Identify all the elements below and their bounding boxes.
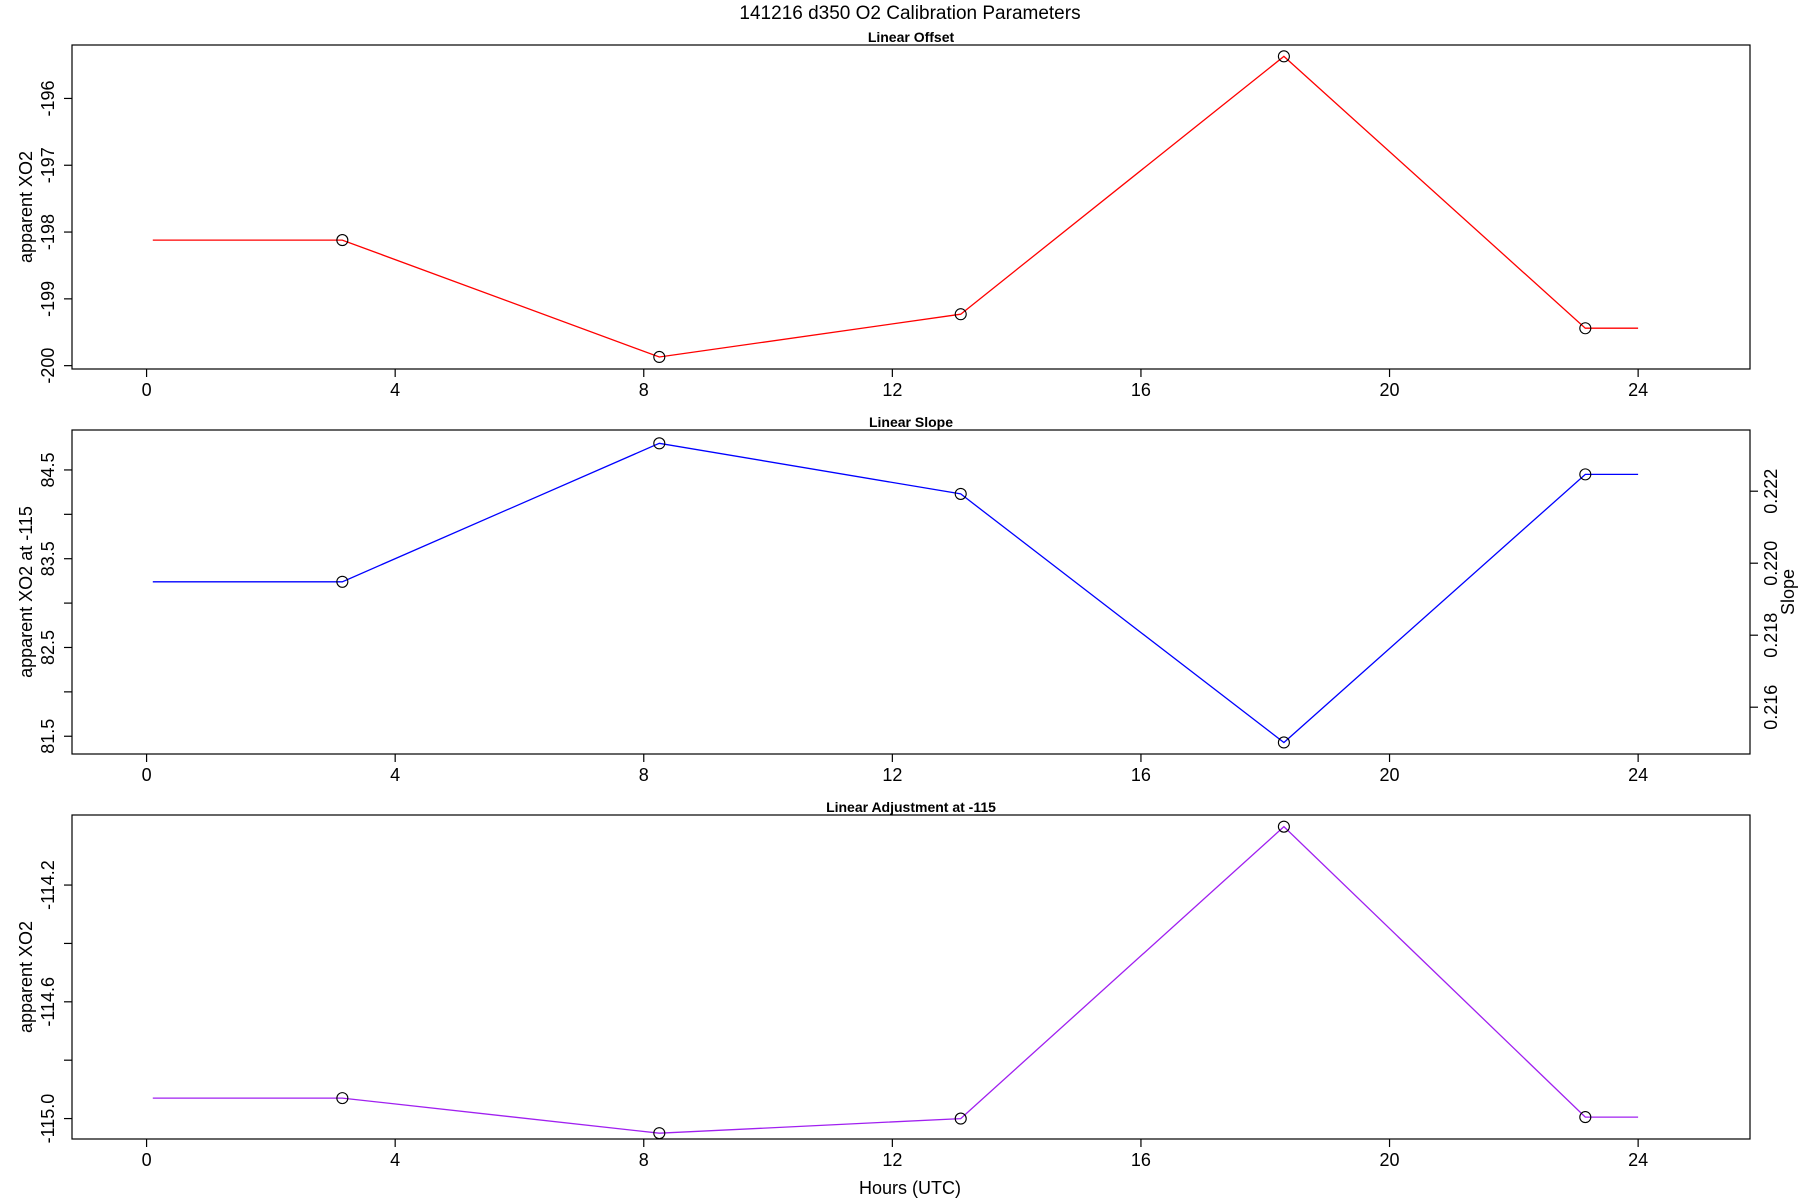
panel-title-2: Linear Slope [869,414,953,430]
y-tick-label-1-3: -197 [38,147,58,183]
x-tick-label-3-4: 4 [390,1150,400,1170]
y-tick-label-3-2: -114.6 [38,977,58,1027]
data-point-2-5 [1579,468,1592,481]
x-tick-label-2-0: 0 [142,765,152,785]
y2-tick-label-2-0: 0.216 [1761,685,1781,730]
x-tick-label-1-0: 0 [142,380,152,400]
data-point-2-3 [954,487,967,500]
x-tick-label-2-16: 16 [1131,765,1151,785]
series-line-3 [152,825,1639,1134]
data-point-3-1 [336,1092,349,1105]
plot-frame-1 [71,44,1751,370]
data-point-2-2 [653,437,666,450]
y-tick-label-1-2: -198 [38,214,58,250]
x-tick-label-1-8: 8 [639,380,649,400]
x-tick-label-1-16: 16 [1131,380,1151,400]
y-tick-label-3-4: -114.2 [38,860,58,910]
y2-tick-label-2-1: 0.218 [1761,613,1781,658]
data-point-3-5 [1579,1111,1592,1124]
data-point-3-2 [653,1127,666,1140]
x-tick-label-3-0: 0 [142,1150,152,1170]
y-tick-label-3-0: -115.0 [38,1094,58,1144]
data-point-1-5 [1579,322,1592,335]
data-point-1-1 [336,234,349,247]
y-axis-label-2: apparent XO2 at -115 [16,506,36,678]
y-axis-label-3: apparent XO2 [16,921,36,1033]
x-tick-label-2-12: 12 [882,765,902,785]
data-point-1-3 [954,308,967,321]
y2-tick-label-2-2: 0.220 [1761,541,1781,586]
x-tick-label-2-8: 8 [639,765,649,785]
x-tick-label-1-12: 12 [882,380,902,400]
y2-tick-label-2-3: 0.222 [1761,469,1781,514]
x-tick-label-3-24: 24 [1628,1150,1648,1170]
x-tick-label-2-24: 24 [1628,765,1648,785]
y2-axis-label-2: Slope [1778,569,1798,615]
x-tick-label-3-20: 20 [1380,1150,1400,1170]
plot-frame-3 [71,814,1751,1140]
figure-title: 141216 d350 O2 Calibration Parameters [739,3,1080,24]
x-tick-label-2-4: 4 [390,765,400,785]
y-tick-label-1-0: -200 [38,348,58,384]
y-tick-label-1-1: -199 [38,281,58,317]
y-axis-label-1: apparent XO2 [16,151,36,263]
y-tick-label-2-2: 82.5 [38,630,58,665]
y-tick-label-1-4: -196 [38,80,58,116]
panel-title-3: Linear Adjustment at -115 [826,799,996,815]
y-tick-label-2-4: 83.5 [38,541,58,576]
panel-title-1: Linear Offset [868,29,955,45]
x-tick-label-2-20: 20 [1380,765,1400,785]
data-point-2-4 [1277,736,1290,749]
x-tick-label-3-12: 12 [882,1150,902,1170]
x-tick-label-1-24: 24 [1628,380,1648,400]
x-axis-label: Hours (UTC) [859,1178,961,1198]
y-tick-label-2-0: 81.5 [38,719,58,754]
plot-frame-2 [71,429,1751,755]
data-point-2-1 [336,575,349,588]
data-point-3-3 [954,1112,967,1125]
data-point-3-4 [1277,820,1290,833]
data-point-1-2 [653,350,666,364]
x-tick-label-1-4: 4 [390,380,400,400]
x-tick-label-3-8: 8 [639,1150,649,1170]
x-tick-label-1-20: 20 [1380,380,1400,400]
y-tick-label-2-6: 84.5 [38,452,58,487]
data-point-1-4 [1277,50,1290,63]
series-line-1 [152,55,1639,358]
x-tick-label-3-16: 16 [1131,1150,1151,1170]
series-line-2 [152,442,1639,744]
